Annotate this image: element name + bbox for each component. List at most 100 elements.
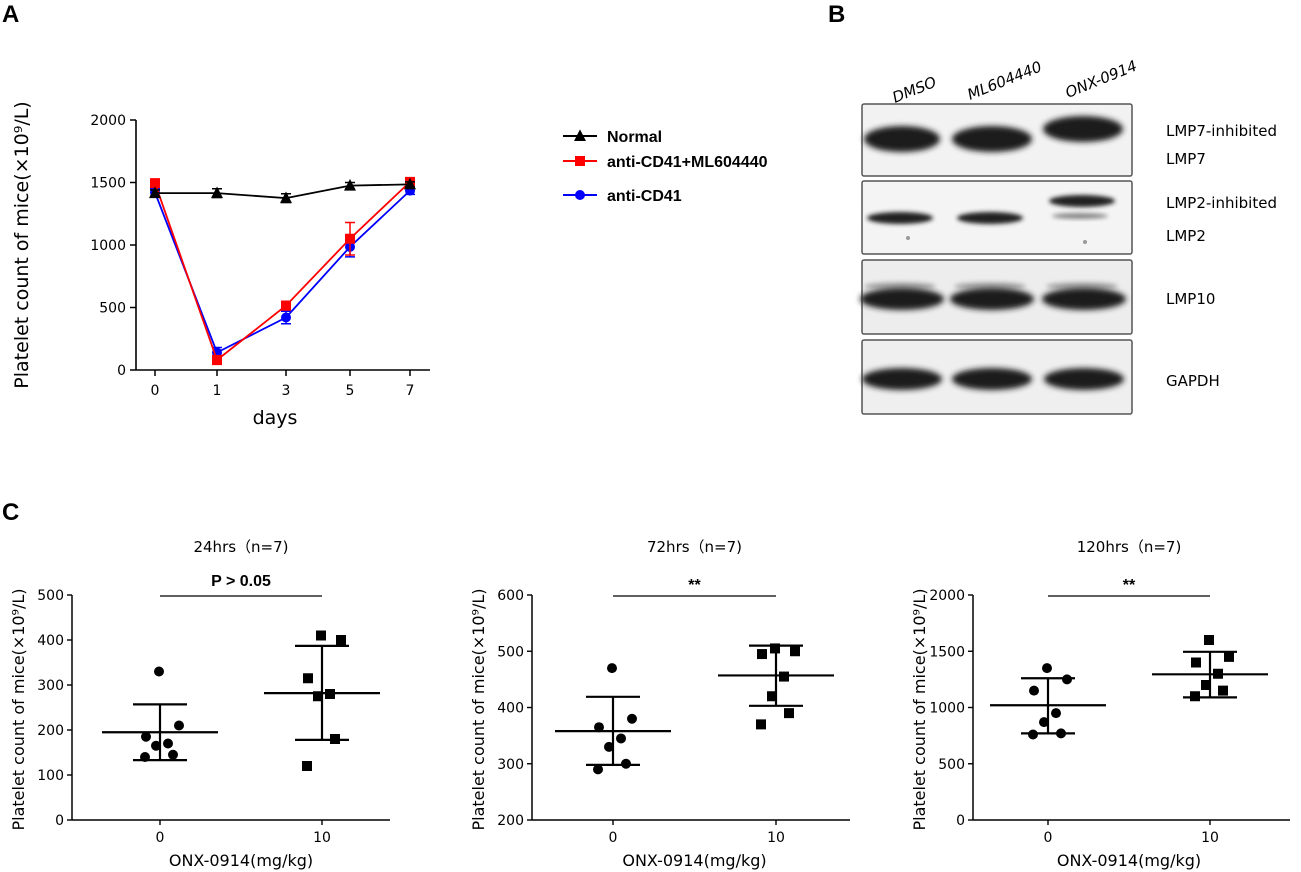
band-lmp7-dmso: [864, 126, 940, 152]
x-tick-label-a: 5: [346, 383, 355, 399]
data-point: [141, 731, 151, 742]
data-point: [757, 649, 767, 660]
line-chart-a: 0 500 1000 1500 2000 0 1 3 5 7 days Platelet count …: [11, 101, 430, 429]
panel-label-c: C: [2, 499, 19, 526]
blot-strip-lmp2: [861, 180, 1133, 255]
data-point: [150, 178, 160, 189]
scatter-chart-72hrs: 72hrs（n=7) ** 200 300 400 500 600 0 10ONX-0914(m…: [469, 538, 850, 870]
data-point: [151, 740, 161, 751]
scatter-chart-120hrs: 120hrs（n=7) ** 0 500 1000 1500 2000 0 10ONX-0914…: [910, 538, 1290, 870]
lane-label-ml604440: ML604440: [965, 58, 1045, 104]
legend-label: anti-CD41+ML604440: [607, 154, 768, 171]
y-tick-label: 1500: [929, 644, 965, 660]
data-point: [1062, 674, 1072, 685]
data-point: [281, 312, 291, 323]
band-lmp10-onx0914: [1042, 288, 1126, 310]
data-point: [1042, 663, 1052, 674]
legend-marker: [575, 156, 585, 166]
data-point: [281, 300, 291, 311]
x-axis-title: ONX-0914(mg/kg): [622, 851, 766, 870]
band-lmp7-ml604440: [952, 126, 1032, 152]
data-point: [212, 355, 222, 365]
data-point: [1224, 651, 1234, 662]
y-axis-title: Platelet count of mice(×10⁹/L): [9, 588, 28, 830]
lane-labels: DMSO ML604440 ONX-0914: [890, 57, 1140, 107]
data-point: [616, 733, 626, 744]
legend-marker: [575, 190, 585, 200]
x-tick-label-a: 1: [213, 383, 222, 399]
data-point: [1028, 729, 1038, 740]
blot-label-lmp7-inhibited: LMP7-inhibited: [1166, 122, 1277, 140]
y-tick-label: 400: [497, 701, 524, 717]
band-lmp2-ml604440: [957, 212, 1023, 224]
y-tick-label: 600: [497, 588, 524, 604]
significance-label: **: [1123, 577, 1136, 594]
data-point: [313, 691, 323, 702]
y-tick-label-a: 0: [117, 363, 126, 379]
x-axis-title: ONX-0914(mg/kg): [169, 851, 313, 870]
significance-label: P > 0.05: [211, 573, 271, 590]
data-point: [336, 635, 346, 645]
y-tick-label: 400: [37, 633, 64, 649]
chart-title: 24hrs（n=7): [193, 538, 288, 556]
y-axis-title-a: Platelet count of mice(×10⁹/L): [11, 101, 33, 388]
band-lmp10-dmso: [860, 288, 944, 310]
y-tick-label: 200: [497, 813, 524, 829]
x-tick-label: 10: [313, 830, 331, 846]
data-point: [1218, 685, 1228, 696]
y-tick-label: 0: [55, 813, 64, 829]
blot-strip-gapdh: [861, 339, 1133, 415]
band-lmp7-onx0914: [1043, 116, 1123, 142]
x-axis-title: ONX-0914(mg/kg): [1057, 851, 1201, 870]
blot-strip-lmp10: [860, 259, 1133, 335]
data-point: [1029, 685, 1039, 696]
data-point: [779, 671, 789, 682]
x-tick-label: 0: [156, 830, 165, 846]
data-point: [607, 663, 617, 674]
y-tick-label: 1000: [929, 701, 965, 717]
data-point: [163, 738, 173, 749]
data-point: [1204, 635, 1214, 645]
chart-title: 72hrs（n=7): [647, 538, 742, 556]
series-line-anti-cd41-ml604440: [154, 181, 411, 362]
blot-label-lmp10: LMP10: [1166, 290, 1215, 308]
data-point: [594, 722, 604, 733]
band-lmp2-dmso: [867, 212, 933, 224]
data-point: [1039, 717, 1049, 728]
y-tick-label: 100: [37, 768, 64, 784]
band-lmp2-inhibited-onx0914: [1049, 195, 1115, 207]
y-axis-title: Platelet count of mice(×10⁹/L): [469, 588, 488, 830]
band-gapdh-dmso: [862, 368, 942, 390]
data-point: [302, 761, 312, 771]
x-tick-label: 10: [1201, 830, 1219, 846]
band-lmp2-faint-onx0914: [1052, 213, 1108, 219]
data-point: [756, 719, 766, 730]
y-tick-label: 500: [497, 644, 524, 660]
data-point: [593, 764, 603, 775]
data-point: [404, 177, 416, 190]
scatter-chart-24hrs: 24hrs（n=7) P > 0.05 0 100 200 300 400 500 0 10ONX…: [9, 538, 390, 870]
legend-a: Normal anti-CD41+ML604440 anti-CD41: [563, 129, 768, 205]
data-point: [345, 233, 355, 244]
panel-label-b: B: [828, 1, 845, 28]
data-point: [280, 191, 292, 204]
data-point: [1191, 657, 1201, 668]
legend-label: Normal: [607, 129, 662, 146]
y-tick-label: 500: [37, 588, 64, 604]
chart-title: 120hrs（n=7): [1077, 538, 1182, 556]
data-point: [316, 630, 326, 641]
legend-label: anti-CD41: [607, 188, 682, 205]
data-point: [790, 646, 800, 657]
lane-label-dmso: DMSO: [890, 73, 939, 107]
panel-label-a: A: [2, 1, 19, 28]
y-axis-title: Platelet count of mice(×10⁹/L): [910, 588, 929, 830]
band-gapdh-ml604440: [952, 368, 1032, 390]
data-point: [767, 691, 777, 702]
blot-label-lmp7: LMP7: [1166, 150, 1206, 168]
data-point: [168, 749, 178, 760]
lane-label-onx0914: ONX-0914: [1063, 57, 1140, 102]
x-tick-label-a: 7: [406, 383, 415, 399]
y-tick-label-a: 2000: [90, 113, 126, 129]
blot-strip-lmp7: [861, 103, 1133, 177]
